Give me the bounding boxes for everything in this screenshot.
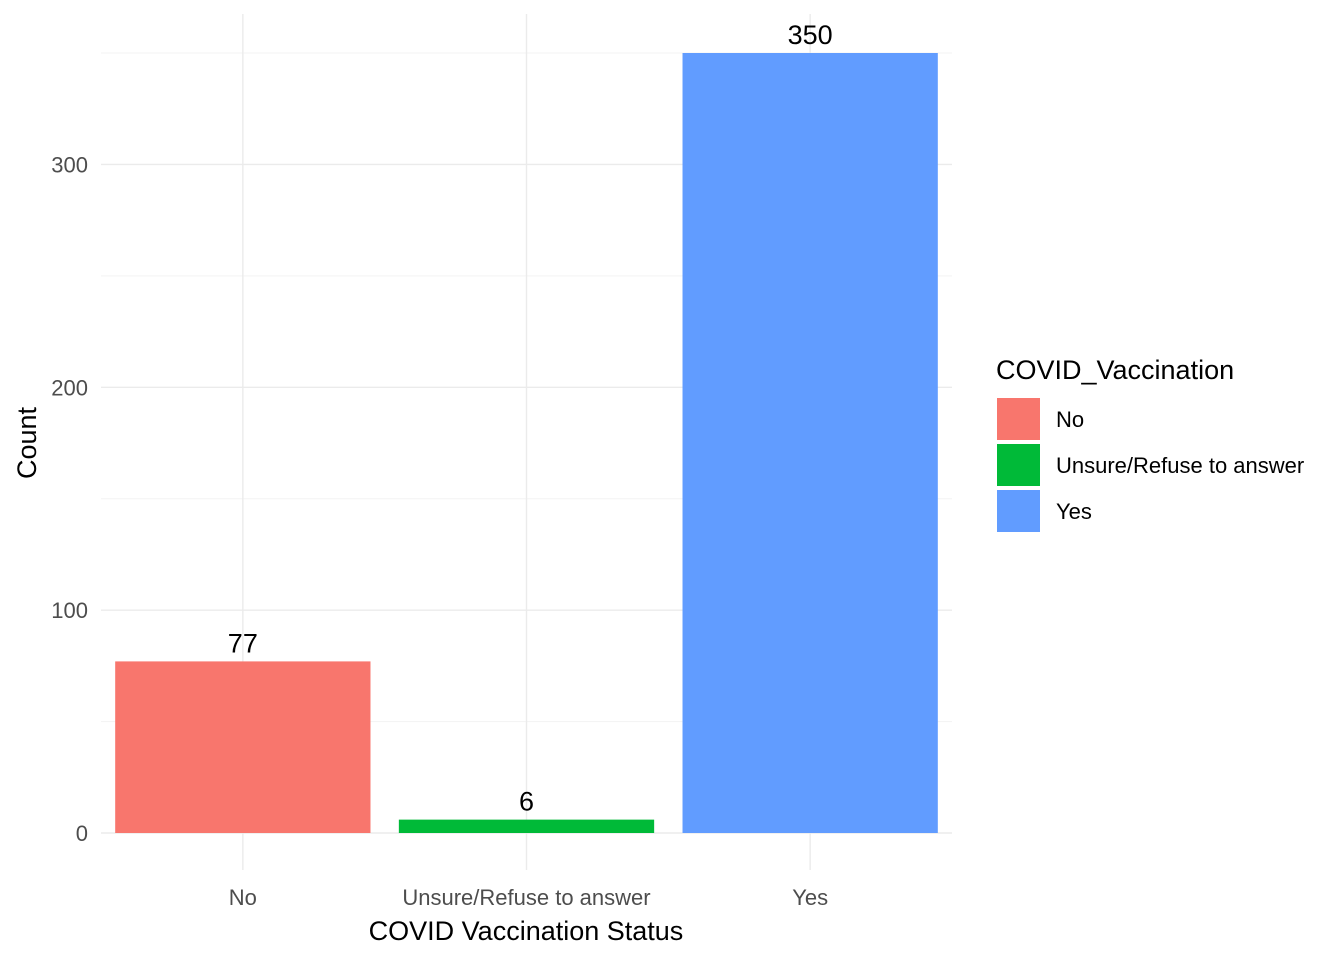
- legend: COVID_Vaccination No Unsure/Refuse to ans…: [996, 355, 1304, 532]
- data-label: 6: [519, 787, 534, 817]
- legend-swatch: [997, 490, 1040, 532]
- y-tick-label: 0: [76, 821, 88, 846]
- bars: [115, 53, 938, 833]
- bar-unsure-refuse-to-answer: [398, 819, 655, 833]
- bar-yes: [682, 53, 938, 833]
- legend-label: Unsure/Refuse to answer: [1056, 453, 1304, 478]
- x-axis-title: COVID Vaccination Status: [369, 916, 684, 946]
- x-tick-label: Yes: [792, 885, 828, 910]
- x-tick-label: Unsure/Refuse to answer: [402, 885, 650, 910]
- legend-title: COVID_Vaccination: [996, 355, 1234, 385]
- legend-swatch: [997, 398, 1040, 440]
- data-labels: 77 6 350: [228, 20, 833, 817]
- data-label: 350: [788, 20, 833, 50]
- legend-label: No: [1056, 407, 1084, 432]
- y-axis-title: Count: [12, 406, 42, 479]
- legend-label: Yes: [1056, 499, 1092, 524]
- y-tick-label: 200: [51, 375, 88, 400]
- data-label: 77: [228, 628, 258, 658]
- y-axis-ticks: 0 100 200 300: [51, 152, 88, 846]
- y-tick-label: 300: [51, 152, 88, 177]
- legend-swatch: [997, 444, 1040, 486]
- bar-no: [115, 661, 371, 833]
- x-axis-ticks: No Unsure/Refuse to answer Yes: [229, 885, 828, 910]
- y-tick-label: 100: [51, 598, 88, 623]
- legend-items: No Unsure/Refuse to answer Yes: [997, 398, 1304, 532]
- x-tick-label: No: [229, 885, 257, 910]
